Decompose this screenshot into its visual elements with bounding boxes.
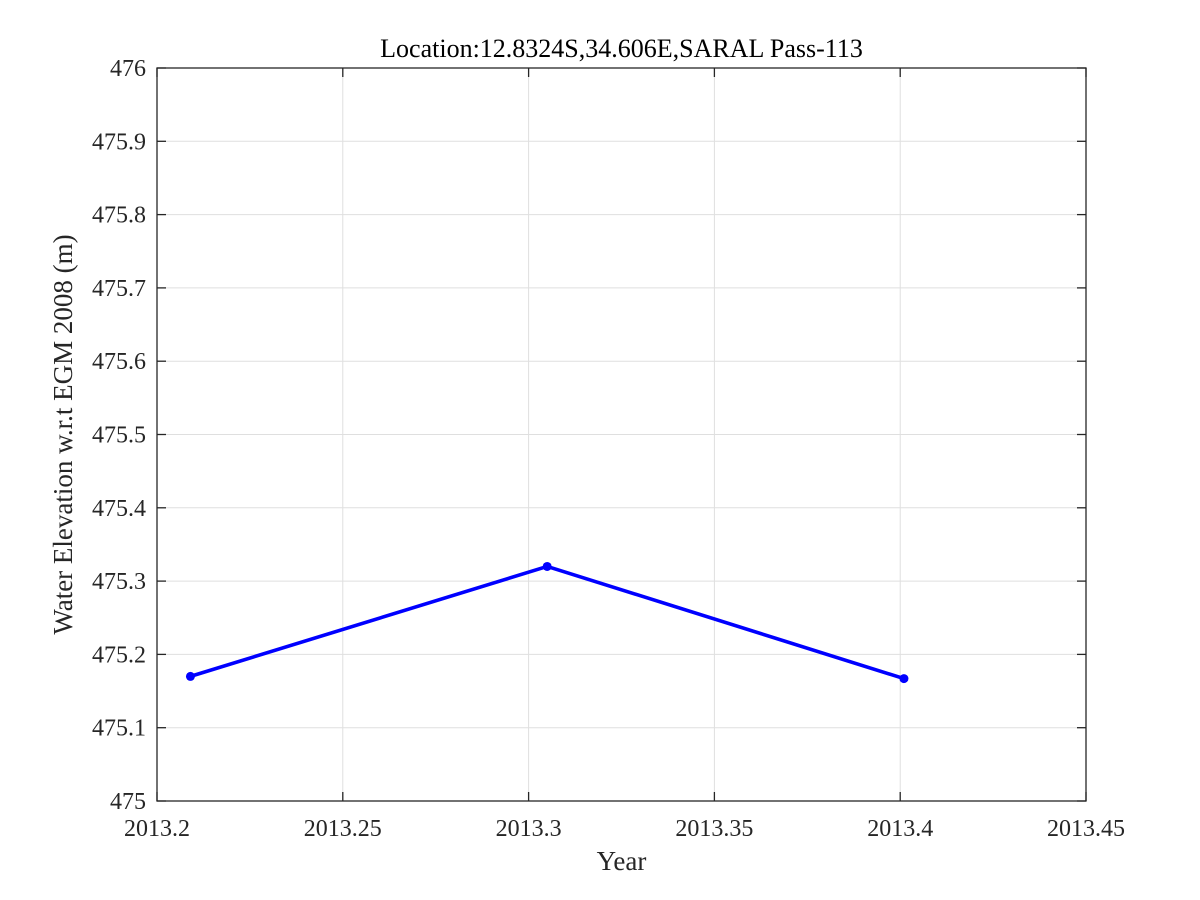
x-tick-label: 2013.4	[867, 816, 933, 842]
plot-series	[185, 561, 909, 684]
y-tick-labels: 475 475.1 475.2 475.3 475.4 475.5 475.6 475.7 47…	[92, 56, 146, 815]
data-point	[899, 674, 909, 684]
x-tick-labels: 2013.2 2013.25 2013.3 2013.35 2013.4 2013.45	[124, 816, 1125, 842]
y-tick-label: 475.5	[92, 423, 146, 449]
y-tick-label: 475	[110, 789, 146, 815]
x-axis-label: Year	[597, 846, 647, 876]
y-tick-label: 475.1	[92, 716, 146, 742]
y-tick-label: 475.2	[92, 642, 146, 668]
y-tick-label: 475.3	[92, 569, 146, 595]
y-tick-label: 475.4	[92, 496, 146, 522]
grid-lines	[156, 67, 1087, 802]
series-line	[188, 564, 906, 681]
x-tick-label: 2013.3	[496, 816, 562, 842]
data-point	[542, 561, 552, 571]
y-tick-label: 475.8	[92, 203, 146, 229]
y-tick-label: 475.6	[92, 349, 146, 375]
y-axis-label: Water Elevation w.r.t EGM 2008 (m)	[48, 234, 78, 634]
y-tick-label: 476	[110, 56, 146, 82]
y-tick-label: 475.9	[92, 129, 146, 155]
x-tick-label: 2013.45	[1047, 816, 1125, 842]
x-tick-label: 2013.35	[675, 816, 753, 842]
x-tick-label: 2013.2	[124, 816, 190, 842]
y-tick-label: 475.7	[92, 276, 146, 302]
chart-title: Location:12.8324S,34.606E,SARAL Pass-113	[380, 34, 863, 63]
x-tick-label: 2013.25	[304, 816, 382, 842]
data-point	[185, 671, 195, 681]
axis-ticks	[156, 67, 1087, 802]
